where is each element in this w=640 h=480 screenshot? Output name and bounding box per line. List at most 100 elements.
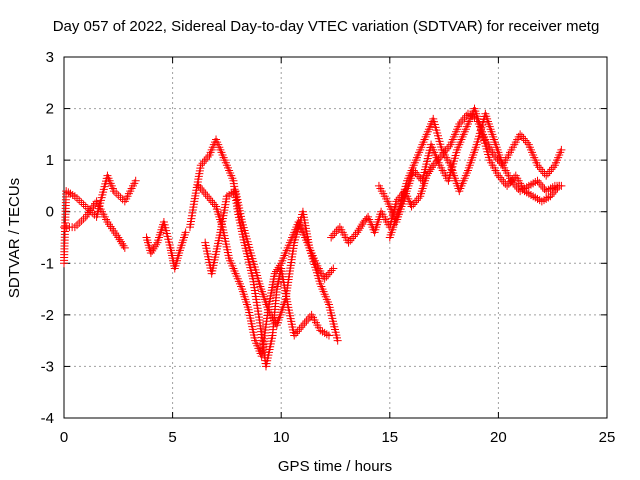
x-tick-label: 15	[381, 429, 398, 446]
data-point	[334, 225, 343, 234]
y-tick-label: 3	[46, 49, 54, 66]
data-point	[444, 142, 453, 151]
data-point	[344, 238, 353, 247]
x-tick-labels: 0 5 10 15 20 25	[60, 429, 616, 446]
data-point	[516, 130, 525, 139]
data-point	[355, 224, 364, 233]
data-point	[149, 244, 158, 253]
y-tick-label: 2	[46, 101, 54, 118]
series-trace-f	[201, 187, 342, 345]
data-point	[512, 182, 521, 191]
data-point	[523, 138, 532, 147]
data-point	[181, 228, 190, 237]
y-tick-label: -2	[41, 307, 54, 324]
data-point	[324, 270, 333, 279]
data-point	[509, 178, 518, 187]
x-axis-label: GPS time / hours	[278, 458, 392, 475]
data-point	[545, 167, 554, 176]
data-point	[535, 178, 544, 187]
data-point	[131, 176, 140, 185]
data-point	[499, 177, 508, 186]
data-point	[521, 136, 530, 145]
chart-title: Day 057 of 2022, Sidereal Day-to-day VTE…	[53, 18, 600, 35]
data-point	[293, 327, 302, 336]
data-point	[210, 200, 219, 209]
series-trace-b	[60, 197, 129, 252]
data-point	[275, 261, 284, 270]
data-point	[271, 267, 280, 276]
data-point	[329, 264, 338, 273]
data-point	[441, 146, 450, 155]
data-point	[546, 192, 555, 201]
data-point	[533, 161, 542, 170]
data-point	[116, 237, 125, 246]
data-point	[547, 165, 556, 174]
data-point	[425, 167, 434, 176]
data-point	[297, 323, 306, 332]
data-point	[349, 232, 358, 241]
data-point	[295, 325, 304, 334]
data-point	[503, 181, 512, 190]
data-point	[330, 229, 339, 238]
data-point	[538, 182, 547, 191]
data-point	[322, 272, 331, 281]
data-point	[304, 314, 313, 323]
data-point	[557, 181, 566, 190]
data-point	[324, 331, 333, 340]
data-point	[208, 198, 217, 207]
data-point	[196, 161, 205, 170]
data-points	[60, 104, 566, 371]
data-point	[510, 180, 519, 189]
data-point	[536, 180, 545, 189]
data-point	[198, 159, 207, 168]
data-point	[413, 170, 422, 179]
data-point	[354, 226, 363, 235]
data-point	[494, 171, 503, 180]
data-point	[198, 186, 207, 195]
data-point	[119, 241, 128, 250]
data-point	[497, 175, 506, 184]
data-point	[557, 145, 566, 154]
y-tick-label: -3	[41, 358, 54, 375]
data-point	[199, 188, 208, 197]
data-point	[519, 134, 528, 143]
data-point	[270, 269, 279, 278]
data-point	[274, 263, 283, 272]
y-tick-labels: -4 -3 -2 -1 0 1 2 3	[41, 49, 54, 427]
data-point	[536, 165, 545, 174]
series-trace-c	[142, 218, 190, 273]
data-point	[535, 163, 544, 172]
data-point	[548, 190, 557, 199]
data-point	[550, 188, 559, 197]
y-tick-label: -1	[41, 255, 54, 272]
grid	[64, 57, 607, 418]
data-point	[412, 196, 421, 205]
data-point	[414, 194, 423, 203]
data-point	[202, 155, 211, 164]
data-point	[273, 265, 282, 274]
x-tick-label: 10	[273, 429, 290, 446]
y-axis-label: SDTVAR / TECUs	[6, 178, 23, 298]
data-point	[543, 169, 552, 178]
y-tick-label: 1	[46, 152, 54, 169]
data-point	[328, 231, 337, 240]
data-point	[517, 132, 526, 141]
series-trace-i	[385, 109, 566, 242]
axis-ticks	[63, 56, 608, 419]
data-point	[325, 268, 334, 277]
data-point	[392, 197, 401, 206]
data-point	[115, 235, 124, 244]
data-point	[533, 176, 542, 185]
data-point	[298, 321, 307, 330]
data-point	[302, 317, 311, 326]
data-point	[538, 167, 547, 176]
data-point	[200, 157, 209, 166]
x-tick-label: 20	[490, 429, 507, 446]
data-point	[357, 222, 366, 231]
data-point	[203, 192, 212, 201]
data-point	[491, 153, 500, 162]
data-point	[409, 200, 418, 209]
data-point	[457, 117, 466, 126]
